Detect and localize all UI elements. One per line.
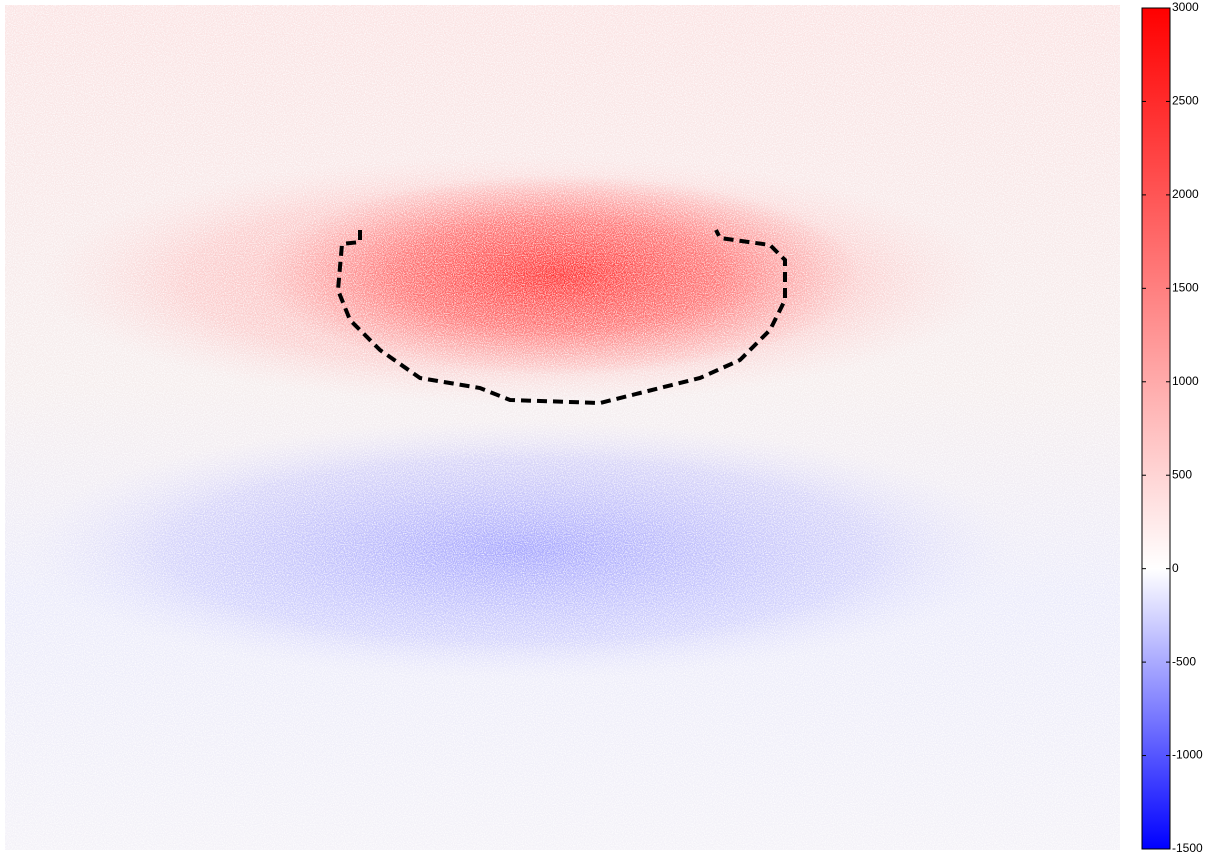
colorbar-tick-label: 0 (1172, 561, 1179, 575)
colorbar (1142, 8, 1170, 849)
colorbar-tick-label: 2500 (1172, 94, 1199, 108)
colorbar-tick-label: 1000 (1172, 374, 1199, 388)
colorbar-tick-label: 500 (1172, 467, 1192, 481)
colorbar-tick-label: -1000 (1172, 748, 1203, 762)
colorbar-tick-label: 2000 (1172, 187, 1199, 201)
colorbar-tick-label: 1500 (1172, 281, 1199, 295)
colorbar-tick-label: -1500 (1172, 841, 1203, 855)
heatmap-image (5, 5, 1120, 850)
colorbar-tick-label: 3000 (1172, 0, 1199, 14)
figure: -1500 -1000 -500 0 500 1000 1500 2000 2500 3000 (0, 0, 1216, 857)
colorbar-tick-label: -500 (1172, 654, 1196, 668)
